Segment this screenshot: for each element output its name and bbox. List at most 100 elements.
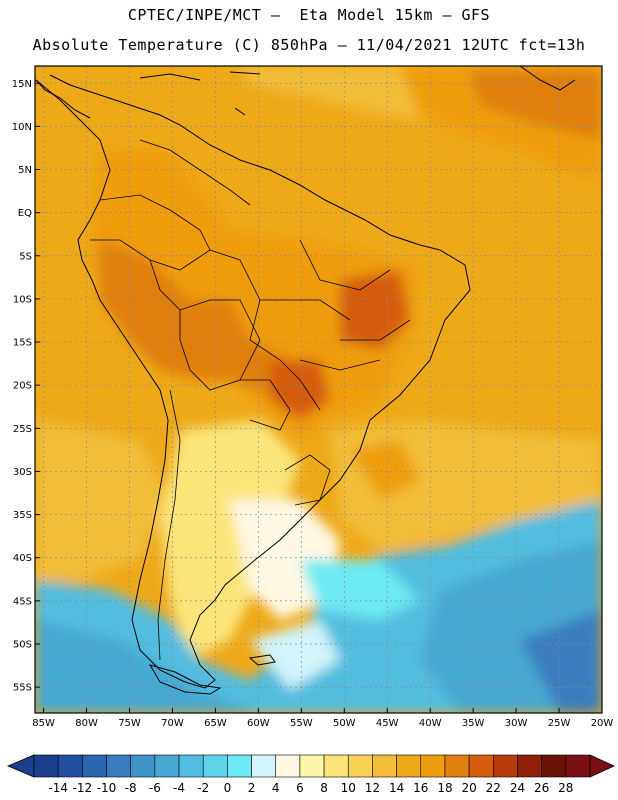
lon-tick-label: 70W (161, 718, 184, 729)
lon-tick-label: 50W (333, 718, 356, 729)
colorbar-label: 26 (534, 781, 549, 795)
colorbar-label: -2 (197, 781, 209, 795)
colorbar-swatch (541, 754, 567, 778)
lat-tick-label: 35S (13, 510, 32, 521)
colorbar-swatch (275, 754, 301, 778)
field-pacific-yellow (35, 420, 170, 580)
colorbar-label: 6 (296, 781, 304, 795)
longitude-labels: 85W 80W 75W 70W 65W 60W 55W 50W 45W 40W 35W 30W 25W 2… (32, 718, 613, 729)
colorbar-swatch (493, 754, 518, 778)
lon-tick-label: 20W (591, 718, 614, 729)
colorbar-swatch (347, 754, 373, 778)
colorbar-swatch (202, 754, 228, 778)
field-hot-west (100, 240, 320, 410)
colorbar-label: 4 (272, 781, 280, 795)
colorbar-swatch (82, 754, 107, 778)
colorbar-swatch (154, 754, 180, 778)
lat-tick-label: EQ (18, 208, 32, 219)
border-argentina-chile (157, 389, 181, 661)
colorbar-label: -10 (97, 781, 117, 795)
colorbar-swatch (444, 754, 470, 778)
lat-tick-label: 30S (13, 467, 32, 478)
colorbar-swatch (323, 754, 349, 778)
lat-tick-label: 40S (13, 553, 32, 564)
colorbar-label: -8 (125, 781, 137, 795)
colorbar-arrow-high (589, 754, 615, 778)
chart-title-line-1: CPTEC/INPE/MCT – Eta Model 15km – GFS (127, 6, 491, 24)
lat-tick-label: 50S (13, 639, 32, 650)
colorbar-swatch (227, 754, 252, 778)
temperature-field (35, 66, 602, 713)
field-light-cyan (250, 620, 340, 690)
lat-tick-label: 10N (12, 122, 32, 133)
colorbar-label: 24 (510, 781, 525, 795)
lat-tick-label: 5N (18, 165, 32, 176)
lon-tick-label: 55W (290, 718, 313, 729)
border-peru (90, 239, 181, 311)
colorbar-label: -12 (73, 781, 93, 795)
country-borders (90, 139, 411, 661)
field-cyan (300, 560, 420, 620)
lat-tick-label: 10S (13, 294, 32, 305)
colorbar-swatch (468, 754, 494, 778)
latitude-labels: 15N 10N 5N EQ 5S 10S 15S 20S 25S 30S 35S 40S 45S 50S 5… (12, 79, 32, 694)
lat-tick-label: 55S (13, 683, 32, 694)
lat-tick-label: 45S (13, 596, 32, 607)
falklands (248, 654, 276, 666)
axis-ticks (35, 82, 603, 713)
border-uruguay (284, 454, 331, 506)
tierra-del-fuego (148, 664, 222, 695)
lat-tick-label: 5S (19, 251, 32, 262)
field-hot-brazil (340, 270, 410, 350)
lat-tick-label: 15N (12, 79, 32, 90)
lon-tick-label: 85W (32, 718, 55, 729)
border-venezuela (139, 139, 251, 206)
coastlines (35, 66, 576, 695)
field-hot-parana (270, 360, 330, 420)
colorbar-label: -14 (48, 781, 68, 795)
colorbar-swatch (33, 754, 59, 778)
lon-tick-label: 25W (548, 718, 571, 729)
colorbar-label: -4 (173, 781, 185, 795)
field-caribbean (240, 66, 420, 120)
colorbar-swatch (396, 754, 422, 778)
colorbar-swatch (130, 754, 156, 778)
colorbar-labels: -14 -12 -10 -8 -6 -4 -2 0 2 4 6 8 10 12 14 16 18 20 22 24 26… (48, 781, 573, 795)
colorbar-label: 28 (558, 781, 573, 795)
colorbar-swatch (565, 754, 591, 778)
lon-tick-label: 75W (118, 718, 141, 729)
colorbar-swatch (299, 754, 325, 778)
colorbar-label: 14 (389, 781, 404, 795)
lat-tick-label: 25S (13, 424, 32, 435)
colorbar-swatch (372, 754, 397, 778)
lon-tick-label: 40W (419, 718, 442, 729)
trinidad (234, 107, 246, 116)
colorbar-swatch (57, 754, 83, 778)
colorbar-label: 18 (437, 781, 452, 795)
colorbar-swatch (178, 754, 204, 778)
field-argentina (160, 420, 300, 660)
colorbar-label: 16 (413, 781, 428, 795)
lon-tick-label: 45W (376, 718, 399, 729)
border-colombia (99, 194, 211, 251)
colorbar-label: 22 (486, 781, 501, 795)
colorbar-arrow-low (6, 754, 35, 778)
caribbean-islands (139, 66, 576, 91)
border-brazil-states (260, 239, 411, 371)
colorbar-swatch (106, 754, 131, 778)
colorbar-label: 0 (224, 781, 232, 795)
colorbar-label: 20 (461, 781, 476, 795)
border-paraguay (240, 379, 291, 431)
lon-tick-label: 65W (204, 718, 227, 729)
colorbar-swatch (251, 754, 277, 778)
colorbar-swatch (517, 754, 542, 778)
lon-tick-label: 30W (505, 718, 528, 729)
colorbar-label: 8 (320, 781, 328, 795)
field-hot-ne (470, 70, 602, 140)
colorbar-label: 2 (248, 781, 256, 795)
colorbar-swatch (420, 754, 446, 778)
lon-tick-label: 80W (75, 718, 98, 729)
colorbar-label: 10 (341, 781, 356, 795)
colorbar-label: 12 (365, 781, 380, 795)
